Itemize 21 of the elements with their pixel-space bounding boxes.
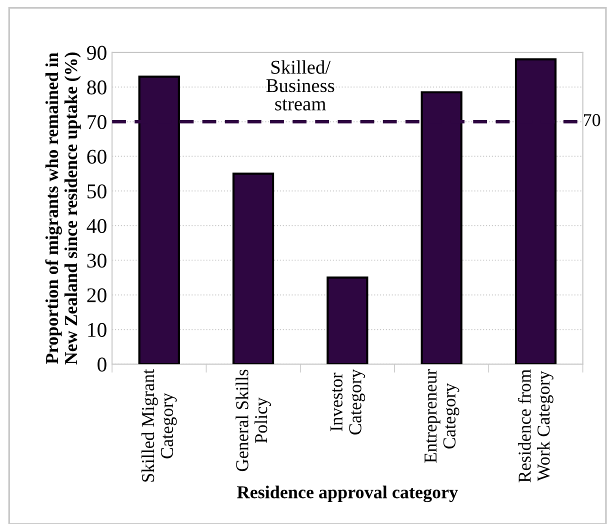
y-tick-label: 60: [87, 150, 106, 164]
x-tick-label: Entrepreneur Category: [424, 369, 460, 463]
y-tick-label: 70: [88, 115, 106, 130]
x-tick-label: General Skills Policy: [236, 370, 271, 472]
y-tick-label: 40: [86, 218, 106, 234]
y-tick-label: 20: [87, 288, 106, 302]
y-tick-label: 10: [88, 322, 106, 337]
ref-line-label: 70: [584, 114, 600, 126]
bar: [232, 172, 274, 364]
x-tick-label: Investor Category: [330, 369, 366, 434]
y-tick-label: 80: [87, 80, 106, 94]
y-axis-title: Proportion of migrants who remained in New Zealand since residence uptake (%): [45, 52, 81, 365]
annotation: Skilled/ Business stream: [266, 60, 334, 110]
y-tick-label: 50: [88, 184, 106, 198]
x-tick-label: Residence from Work Category: [518, 369, 554, 482]
y-tick-label: 30: [87, 254, 106, 268]
y-tick-label: 0: [98, 358, 106, 372]
bar: [326, 276, 368, 364]
x-tick-label: Skilled Migrant Category: [141, 369, 177, 482]
x-axis-title: Residence approval category: [237, 486, 458, 502]
y-tick-label: 90: [87, 46, 106, 60]
